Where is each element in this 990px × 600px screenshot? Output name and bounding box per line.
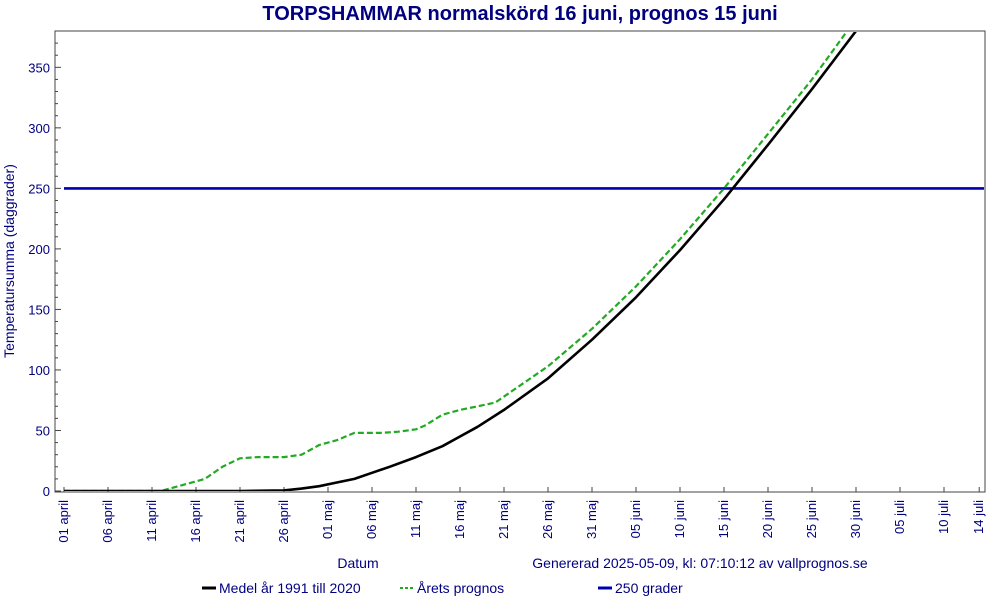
- chart-title: TORPSHAMMAR normalskörd 16 juni, prognos…: [262, 3, 777, 25]
- x-tick-label: 06 april: [100, 500, 115, 543]
- legend-label-250: 250 grader: [615, 580, 683, 596]
- y-tick-label: 150: [28, 302, 50, 317]
- x-tick-label: 10 juli: [936, 500, 951, 534]
- x-tick-label: 21 april: [232, 500, 247, 543]
- legend: Medel år 1991 till 2020 Årets prognos 25…: [202, 580, 683, 596]
- x-tick-label: 01 april: [56, 500, 71, 543]
- x-tick-label: 21 maj: [496, 500, 511, 539]
- x-tick-label: 31 maj: [584, 500, 599, 539]
- y-axis: 0 50 100 150 200 250 300 350: [28, 42, 61, 499]
- series-line-prognos: [64, 32, 848, 491]
- x-tick-label: 26 maj: [540, 500, 555, 539]
- x-tick-label: 10 juni: [672, 500, 687, 538]
- x-tick-label: 11 april: [144, 500, 159, 542]
- x-tick-label: 05 juni: [628, 500, 643, 538]
- y-tick-label: 250: [28, 181, 50, 196]
- generated-note: Genererad 2025-05-09, kl: 07:10:12 av va…: [532, 555, 868, 571]
- legend-label-medel: Medel år 1991 till 2020: [219, 580, 361, 596]
- x-tick-label: 11 maj: [408, 500, 423, 538]
- y-tick-label: 200: [28, 242, 50, 257]
- x-tick-label: 16 april: [188, 500, 203, 543]
- y-axis-label: Temperatursumma (daggrader): [1, 164, 17, 358]
- x-axis: 01 april 06 april 11 april 16 april 21 april…: [56, 487, 986, 543]
- x-tick-label: 01 maj: [320, 500, 335, 539]
- x-tick-label: 20 juni: [760, 500, 775, 538]
- x-axis-label: Datum: [337, 555, 378, 571]
- x-tick-label: 25 juni: [804, 500, 819, 538]
- x-tick-label: 30 juni: [848, 500, 863, 538]
- y-tick-label: 100: [28, 363, 50, 378]
- y-tick-label: 350: [28, 60, 50, 75]
- y-tick-label: 300: [28, 121, 50, 136]
- legend-label-prognos: Årets prognos: [417, 580, 504, 596]
- x-tick-label: 15 juni: [716, 500, 731, 538]
- y-tick-label: 50: [36, 423, 50, 438]
- series-line-medel: [64, 32, 857, 491]
- x-tick-label: 16 maj: [452, 500, 467, 539]
- plot-area: [54, 30, 986, 493]
- x-tick-label: 26 april: [276, 500, 291, 543]
- y-tick-label: 0: [43, 484, 50, 499]
- x-tick-label: 14 juli: [971, 500, 986, 534]
- x-tick-label: 06 maj: [364, 500, 379, 539]
- x-tick-label: 05 juli: [892, 500, 907, 534]
- series-layer: [64, 32, 984, 491]
